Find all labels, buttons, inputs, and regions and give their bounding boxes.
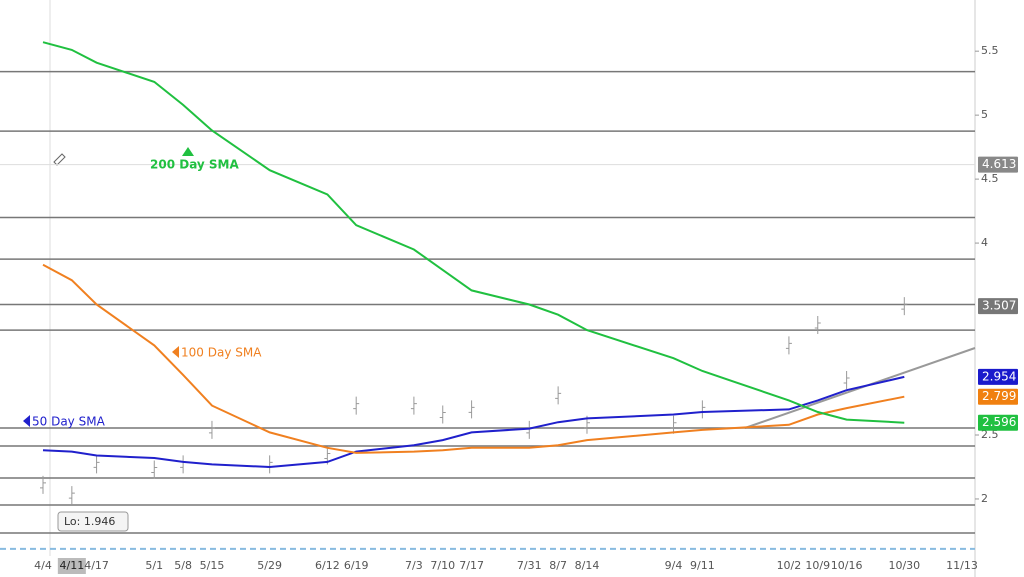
x-tick-label: 6/19 — [344, 559, 369, 572]
x-tick-label: 9/4 — [665, 559, 683, 572]
price-bar — [785, 336, 792, 355]
price-bar — [68, 486, 75, 505]
x-tick-label: 6/12 — [315, 559, 340, 572]
annotation: 50 Day SMA — [32, 415, 106, 429]
x-tick-label: 11/13 — [946, 559, 978, 572]
price-bar — [353, 396, 360, 415]
y-tick-label: 5.5 — [981, 44, 999, 57]
price-badge — [978, 368, 1018, 385]
price-bar — [814, 315, 821, 334]
price-bar — [410, 396, 417, 415]
pencil-icon — [53, 153, 66, 166]
price-bar — [555, 386, 562, 405]
price-bar — [180, 455, 187, 474]
x-tick-label: 7/17 — [459, 559, 484, 572]
price-bar — [526, 420, 533, 439]
x-tick-label: 4/11 — [59, 559, 84, 572]
price-bar — [151, 460, 158, 479]
x-tick-label: 5/1 — [145, 559, 163, 572]
price-badge-label: 2.596 — [982, 415, 1016, 429]
x-tick-label: 4/17 — [84, 559, 109, 572]
sma-line — [42, 41, 905, 424]
price-badge-label: 4.613 — [982, 157, 1016, 171]
price-badge-label: 3.507 — [982, 299, 1016, 313]
x-tick-label: 5/15 — [200, 559, 225, 572]
price-badge — [978, 388, 1018, 405]
marker-50 — [23, 415, 30, 427]
y-tick-label: 5 — [981, 108, 988, 121]
price-bar — [266, 455, 273, 474]
price-bar — [699, 400, 706, 419]
price-bar — [208, 420, 215, 439]
annotation: 100 Day SMA — [181, 346, 262, 360]
x-tick-label: 4/4 — [34, 559, 52, 572]
price-bar — [468, 400, 475, 419]
x-tick-label: 7/3 — [405, 559, 423, 572]
low-box — [57, 511, 129, 532]
low-label: Lo: 1.946 — [64, 515, 115, 528]
x-highlight — [57, 558, 86, 574]
y-tick-label: 2.5 — [981, 428, 999, 441]
y-tick-label: 4.5 — [981, 172, 999, 185]
price-bar — [843, 370, 850, 389]
price-bar — [40, 475, 46, 494]
y-tick-label: 2 — [981, 492, 988, 505]
marker-200 — [182, 147, 194, 156]
price-bar — [93, 455, 100, 474]
y-tick-label: 4 — [981, 236, 988, 249]
axis-panel — [975, 0, 1024, 577]
x-tick-label: 9/11 — [690, 559, 715, 572]
annotation: 200 Day SMA — [150, 158, 240, 172]
price-bar — [670, 415, 677, 434]
sma-line — [42, 375, 905, 469]
sma-line — [42, 263, 905, 454]
price-badge-label: 2.799 — [982, 389, 1016, 403]
price-bar — [901, 297, 908, 316]
x-tick-label: 7/10 — [430, 559, 455, 572]
price-badge — [978, 156, 1018, 173]
x-tick-label: 7/31 — [517, 559, 542, 572]
price-badge — [978, 414, 1018, 431]
x-tick-label: 10/9 — [805, 559, 830, 572]
x-tick-label: 10/30 — [888, 559, 920, 572]
x-tick-label: 8/7 — [549, 559, 567, 572]
price-bar — [439, 405, 446, 424]
x-tick-label: 8/14 — [575, 559, 600, 572]
price-badge — [978, 298, 1018, 315]
x-tick-label: 5/8 — [174, 559, 192, 572]
x-tick-label: 10/2 — [777, 559, 802, 572]
x-tick-label: 10/16 — [831, 559, 863, 572]
x-tick-label: 5/29 — [257, 559, 282, 572]
price-badge-label: 2.954 — [982, 369, 1016, 383]
marker-100 — [172, 346, 179, 358]
